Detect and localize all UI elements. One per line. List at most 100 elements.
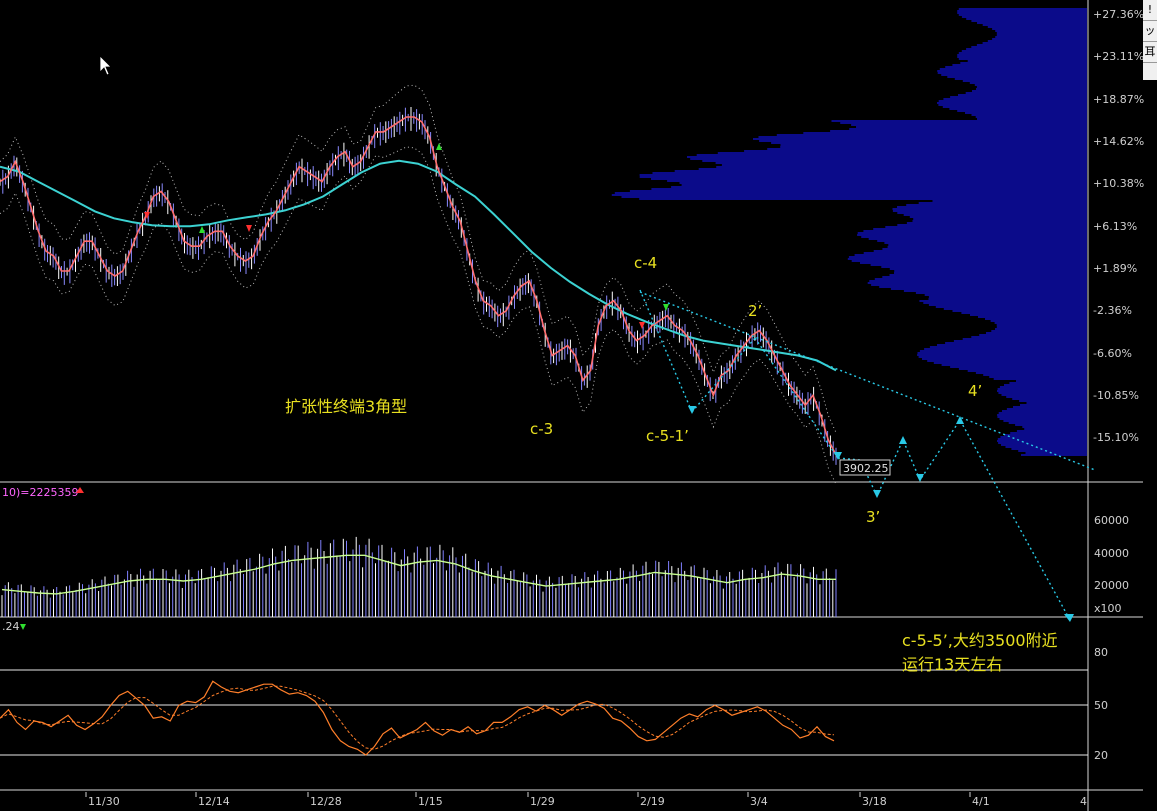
- volume-profile-bar: [873, 250, 1087, 252]
- volume-profile-bar: [906, 204, 1087, 206]
- volume-profile-bar: [996, 326, 1087, 328]
- date-tick: 4: [1080, 795, 1087, 808]
- volume-profile-bar: [776, 134, 1087, 136]
- volume-profile-bar: [995, 30, 1087, 32]
- wave-2-line: [691, 337, 756, 413]
- volume-profile-bar: [928, 298, 1087, 300]
- volume-profile-bar: [696, 154, 1087, 156]
- volume-profile-bar: [888, 244, 1087, 246]
- volume-profile-bar: [937, 102, 1087, 104]
- volume-profile-bar: [939, 68, 1087, 70]
- volume-profile-bar: [958, 52, 1087, 54]
- volume-profile-bar: [1018, 450, 1087, 452]
- volume-profile-bar: [941, 364, 1087, 366]
- volume-profile-bar: [753, 138, 1087, 140]
- volume-profile-bar: [639, 174, 1087, 176]
- volume-profile-bar: [996, 32, 1087, 34]
- volume-up-icon: [76, 487, 84, 493]
- volume-profile-bar: [957, 10, 1087, 12]
- buy-marker: [663, 304, 669, 311]
- volume-profile-bar: [629, 190, 1087, 192]
- volume-profile-bar: [861, 236, 1087, 238]
- volume-profile-bar: [667, 180, 1087, 182]
- volume-profile-bar: [1025, 452, 1087, 454]
- volume-profile-bar: [957, 54, 1087, 56]
- volume-profile-bar: [681, 184, 1087, 186]
- volume-profile-bar: [639, 198, 1087, 200]
- volume-profile-bar: [803, 132, 1087, 134]
- volume-profile-bar: [1013, 406, 1087, 408]
- volume-profile-bar: [1006, 396, 1087, 398]
- wave-c3-label: c-3: [530, 420, 553, 438]
- volume-profile-bar: [997, 438, 1087, 440]
- volume-profile-bar: [996, 324, 1087, 326]
- date-tick: 12/28: [310, 795, 342, 808]
- side-tool-1[interactable]: !: [1143, 0, 1157, 21]
- moving-average-line: [0, 159, 837, 372]
- volume-profile-bar: [950, 366, 1087, 368]
- volume-profile-bar: [1004, 384, 1087, 386]
- volume-tick: 20000: [1094, 579, 1129, 592]
- price-line: [0, 116, 837, 456]
- volume-profile-bar: [885, 226, 1087, 228]
- volume-profile-bar: [851, 124, 1087, 126]
- buy-marker: [436, 143, 442, 150]
- volume-profile-bar: [687, 156, 1087, 158]
- volume-profile-bar: [1008, 422, 1087, 424]
- side-tool-3[interactable]: 耳: [1143, 42, 1157, 63]
- volume-tick: 60000: [1094, 514, 1129, 527]
- volume-profile-bar: [1021, 454, 1087, 456]
- volume-profile-bar: [958, 94, 1087, 96]
- volume-profile-bar: [1022, 426, 1087, 428]
- volume-profile-bar: [971, 114, 1087, 116]
- volume-profile-bar: [950, 96, 1087, 98]
- volume-profile-bar: [1000, 436, 1087, 438]
- volume-profile-bar: [918, 356, 1087, 358]
- volume-profile-bar: [894, 272, 1087, 274]
- volume-profile-bar: [970, 314, 1087, 316]
- volume-profile-bar: [952, 64, 1087, 66]
- price-tick: +1.89%: [1093, 262, 1137, 275]
- side-toolbar[interactable]: ! ッ 耳: [1143, 0, 1157, 80]
- volume-profile-bar: [972, 90, 1087, 92]
- volume-profile-bar: [974, 84, 1087, 86]
- volume-profile-bar: [928, 296, 1087, 298]
- volume-profile-bar: [937, 344, 1087, 346]
- volume-profile-bar: [857, 232, 1087, 234]
- volume-profile-bar: [958, 368, 1087, 370]
- volume-profile-bar: [651, 188, 1087, 190]
- volume-profile-bar: [960, 62, 1087, 64]
- volume-profile-bar: [977, 22, 1087, 24]
- volume-profile-bar: [1012, 398, 1087, 400]
- volume-profile-bar: [715, 162, 1087, 164]
- volume-profile-bar: [941, 74, 1087, 76]
- volume-profile-bar: [889, 268, 1087, 270]
- volume-profile-bar: [1001, 444, 1087, 446]
- side-tool-2[interactable]: ッ: [1143, 21, 1157, 42]
- date-tick: 1/15: [418, 795, 443, 808]
- volume-profile-bar: [976, 44, 1087, 46]
- volume-profile-bar: [831, 120, 1087, 122]
- volume-profile-bar: [860, 262, 1087, 264]
- volume-profile-bar: [945, 342, 1087, 344]
- date-tick: 1/29: [530, 795, 555, 808]
- volume-profile-bar: [912, 220, 1087, 222]
- volume-profile-bar: [897, 224, 1087, 226]
- wave-3-label: 3’: [866, 508, 880, 526]
- volume-profile-bar: [978, 316, 1087, 318]
- volume-tick: 40000: [1094, 547, 1129, 560]
- volume-profile-bar: [906, 222, 1087, 224]
- volume-profile-bar: [903, 214, 1087, 216]
- volume-profile-bar: [1020, 404, 1087, 406]
- volume-profile-bar: [847, 258, 1087, 260]
- price-tick: +27.36%: [1093, 8, 1144, 21]
- price-tick: +14.62%: [1093, 135, 1144, 148]
- volume-profile-bar: [965, 112, 1087, 114]
- volume-profile-bar: [976, 88, 1087, 90]
- volume-profile-bar: [958, 58, 1087, 60]
- volume-profile-bar: [1005, 446, 1087, 448]
- volume-profile-bar: [863, 230, 1087, 232]
- rsi-tick: 80: [1094, 646, 1108, 659]
- volume-profile-bar: [938, 100, 1087, 102]
- volume-profile-bar: [971, 20, 1087, 22]
